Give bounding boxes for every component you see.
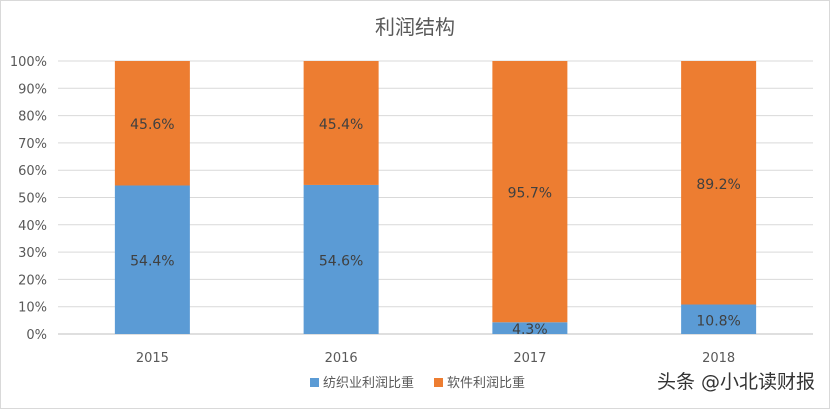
- data-label: 4.3%: [512, 322, 548, 338]
- bar-textile-2016: [303, 184, 379, 334]
- legend-swatch: [310, 378, 319, 387]
- x-tick-label: 2015: [136, 351, 169, 366]
- legend-swatch: [434, 378, 443, 387]
- data-label: 95.7%: [508, 186, 552, 202]
- chart-title: 利润结构: [375, 15, 455, 39]
- y-tick-label: 100%: [10, 55, 47, 70]
- y-tick-label: 80%: [18, 110, 47, 125]
- watermark: 头条 @小北读财报: [656, 371, 815, 393]
- x-tick-label: 2016: [325, 351, 358, 366]
- y-tick-label: 10%: [18, 301, 47, 316]
- y-tick-label: 30%: [18, 246, 47, 261]
- y-tick-label: 40%: [18, 219, 47, 234]
- bar-textile-2015: [114, 185, 190, 334]
- legend-label: 软件利润比重: [447, 375, 525, 391]
- legend-label: 纺织业利润比重: [323, 375, 414, 391]
- y-tick-label: 0%: [26, 328, 47, 343]
- data-label: 54.6%: [319, 253, 363, 269]
- y-tick-label: 20%: [18, 273, 47, 288]
- y-tick-label: 70%: [18, 137, 47, 152]
- bar-software-2016: [303, 61, 379, 185]
- y-tick-label: 90%: [18, 82, 47, 97]
- data-label: 45.6%: [130, 117, 174, 133]
- y-tick-label: 50%: [18, 192, 47, 207]
- bar-software-2017: [492, 61, 568, 323]
- data-label: 45.4%: [319, 117, 363, 133]
- x-tick-label: 2017: [513, 351, 546, 366]
- bar-software-2015: [114, 61, 190, 186]
- y-tick-label: 60%: [18, 164, 47, 179]
- data-label: 54.4%: [130, 254, 174, 270]
- data-label: 10.8%: [696, 313, 740, 329]
- bar-software-2018: [681, 61, 757, 305]
- bar-textile-2018: [681, 304, 757, 334]
- x-tick-label: 2018: [702, 351, 735, 366]
- bar-textile-2017: [492, 322, 568, 334]
- data-label: 89.2%: [696, 177, 740, 193]
